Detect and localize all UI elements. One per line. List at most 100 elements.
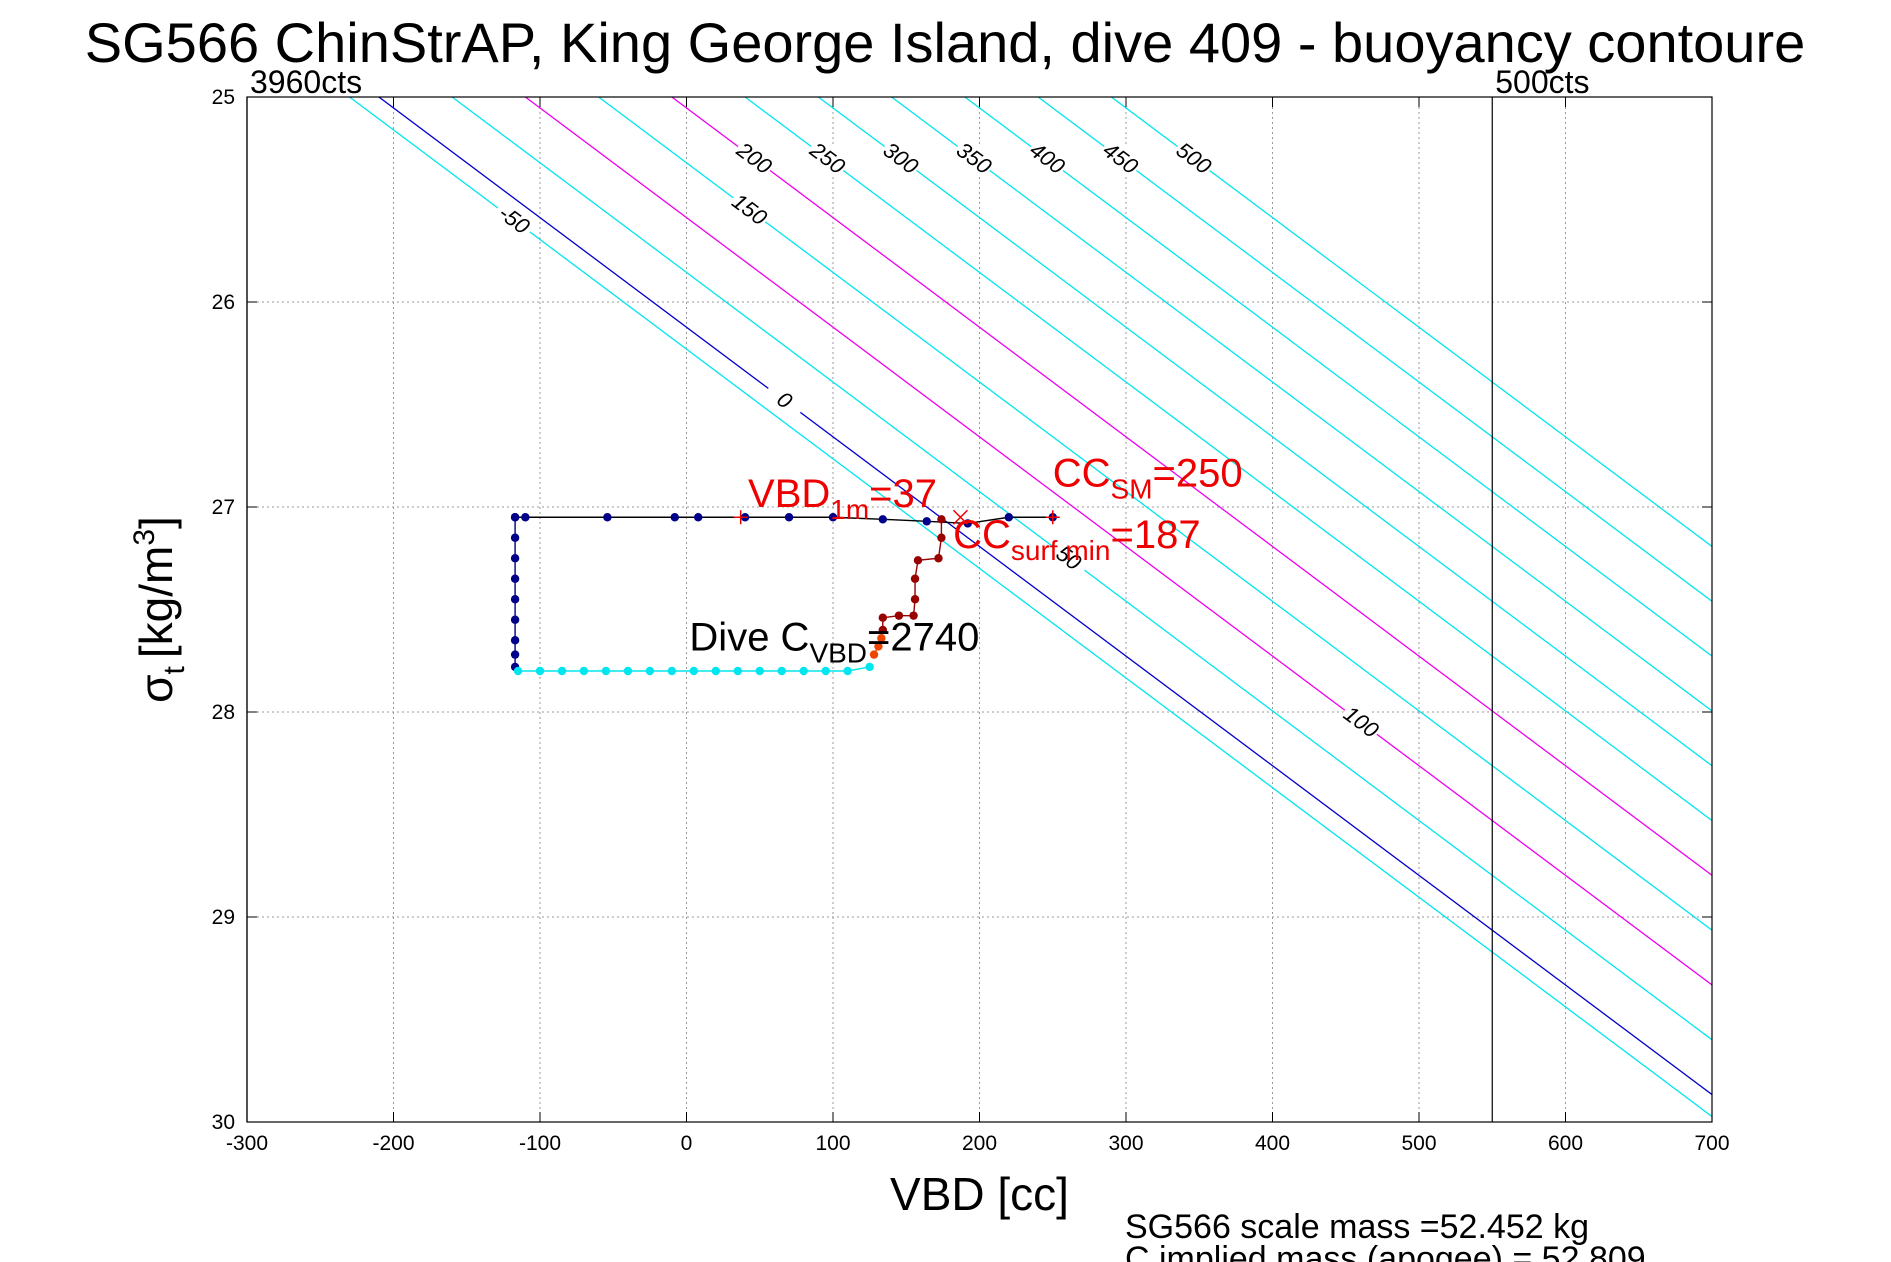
contour-line [1110, 97, 1712, 548]
footer-line-1: SG566 scale mass =52.452 kg [1125, 1208, 1589, 1246]
annotation-value: =250 [1153, 452, 1243, 496]
footer-notes: SG566 scale mass =52.452 kg C implied ma… [1125, 1208, 1646, 1262]
trajectory-point [913, 556, 923, 565]
annotation-subscript: SM [1111, 474, 1153, 505]
contour-label-bg [951, 135, 999, 179]
contour-line [349, 97, 1712, 1118]
y-tick-label: 30 [212, 1111, 235, 1134]
trajectory-point [670, 513, 679, 522]
trajectory-point [937, 515, 946, 524]
contour-line [378, 97, 1712, 1096]
annotation: Dive CVBD=2740 [689, 616, 979, 669]
contour-label-group: 400 [1025, 135, 1072, 180]
x-tick-label: 400 [1255, 1132, 1290, 1155]
contour-label: 150 [727, 188, 772, 230]
contour-label-group: 250 [805, 135, 852, 180]
annotation: CCsurf min=187 [953, 513, 1200, 566]
trajectory-point [843, 666, 852, 676]
trajectory-point [821, 666, 830, 676]
x-tick-label: -100 [519, 1132, 561, 1155]
contour-label: 200 [731, 136, 777, 179]
contour-label: 100 [1339, 701, 1384, 743]
grid [247, 97, 1712, 1122]
contour-label: 300 [879, 137, 924, 179]
x-tick-label: 500 [1401, 1132, 1436, 1155]
trajectory-point [510, 513, 520, 522]
y-axis-label-subscript: t [158, 665, 191, 674]
contour-line [744, 97, 1712, 822]
trajectory-point [874, 642, 883, 651]
contour-label-group: 300 [878, 135, 925, 180]
trajectory-point [799, 666, 808, 676]
y-axis-label: σt [kg/m3] [128, 516, 191, 703]
trajectory-point [963, 519, 972, 528]
trajectory-point [910, 595, 920, 604]
contour-label-group: 100 [1338, 699, 1386, 743]
contour-label-group: 0 [762, 377, 809, 421]
annotation-subscript: 1m [830, 494, 869, 525]
trajectory-point [1004, 513, 1013, 522]
annotation-main: VBD [748, 472, 830, 516]
trajectory-point [869, 650, 879, 659]
trajectory-point [510, 595, 520, 604]
x-tick-label: -300 [226, 1132, 268, 1155]
trajectory-point [557, 666, 567, 676]
annotation-value: =187 [1110, 513, 1200, 557]
trajectory-point [623, 666, 633, 676]
contour-label-bg [762, 377, 809, 421]
trajectory-point [694, 513, 703, 522]
trajectory-point [510, 574, 520, 583]
contour-label: 450 [1098, 137, 1143, 179]
contour-line [891, 97, 1712, 712]
trajectory-point [510, 533, 520, 542]
trajectory-point [711, 666, 720, 676]
contour-line [964, 97, 1712, 657]
trajectory-point [755, 666, 764, 676]
trajectory-point [510, 650, 520, 659]
contour-label: 350 [952, 137, 997, 179]
contour-line [451, 97, 1712, 1041]
x-tick-label: 100 [815, 1132, 850, 1155]
contour-label-bg [878, 135, 925, 179]
trajectory-point [878, 515, 888, 524]
trajectory-point [878, 613, 888, 622]
trajectory-point [894, 611, 904, 620]
x-tick-label: -200 [372, 1132, 414, 1155]
y-tick-label: 25 [212, 86, 235, 109]
vbd-limit-label: 500cts [1495, 64, 1589, 100]
y-tick-label: 26 [212, 291, 235, 314]
vbd-limit-lines: 3960cts 500cts [246, 64, 1590, 1122]
contour-label-bg [1338, 699, 1386, 743]
annotation-main: CC [953, 513, 1011, 557]
trajectory-point [909, 611, 918, 620]
x-axis-label: VBD [cc] [890, 1168, 1069, 1220]
dive-trajectory [510, 509, 1060, 676]
contour-label-group: 350 [951, 135, 999, 180]
contour-label-group: 50 [1046, 535, 1093, 579]
contour-line [598, 97, 1712, 931]
contour-label: 500 [1172, 137, 1217, 179]
trajectory-point [535, 666, 545, 676]
contour-label-bg [1171, 135, 1218, 179]
contour-lines: -50 0 50 100 150 200 250 300 350 400 450 500 [349, 97, 1712, 1118]
vbd-limit-label: 3960cts [250, 64, 362, 100]
trajectory-point [645, 666, 655, 676]
trajectory-point [733, 666, 742, 676]
y-tick-label: 28 [212, 701, 235, 724]
y-axis-label-close: ] [130, 516, 182, 529]
y-axis-label-superscript: 3 [128, 529, 161, 546]
x-tick-label: 700 [1694, 1132, 1729, 1155]
contour-label-bg [1098, 135, 1145, 179]
trajectory-line [882, 519, 943, 630]
y-axis-label-units: [kg/m [130, 546, 182, 658]
annotation-main: CC [1053, 452, 1111, 496]
contour-label-bg [1046, 535, 1093, 579]
trajectory-point [877, 634, 886, 643]
trajectory-point [878, 625, 888, 635]
contour-label: 250 [805, 136, 851, 179]
x-tick-label: 0 [681, 1132, 693, 1155]
trajectory-point [510, 554, 520, 563]
trajectory-point [937, 533, 946, 542]
